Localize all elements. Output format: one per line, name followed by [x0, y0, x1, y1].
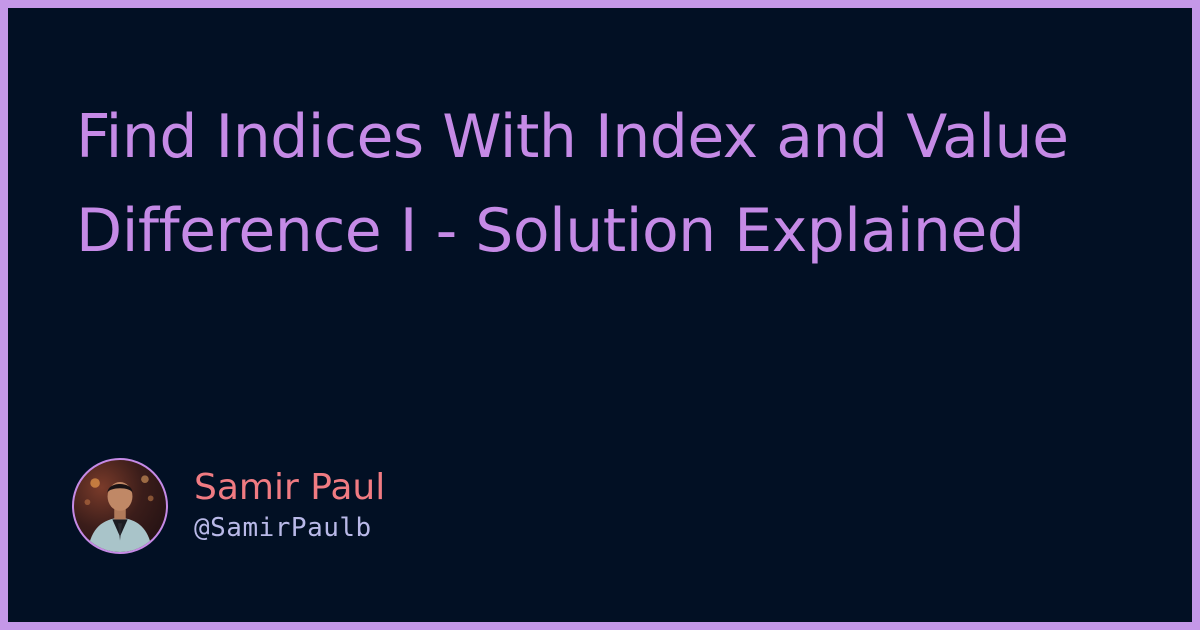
- author-name: Samir Paul: [194, 467, 386, 508]
- author-avatar: [72, 458, 168, 554]
- author-handle: @SamirPaulb: [194, 513, 372, 543]
- author-text: Samir Paul @SamirPaulb: [194, 466, 385, 546]
- author-block: Samir Paul @SamirPaulb: [72, 458, 385, 554]
- avatar-portrait-icon: [84, 475, 154, 552]
- post-title: Find Indices With Index and Value Differ…: [76, 102, 1069, 266]
- social-card: Find Indices With Index and Value Differ…: [8, 8, 1192, 622]
